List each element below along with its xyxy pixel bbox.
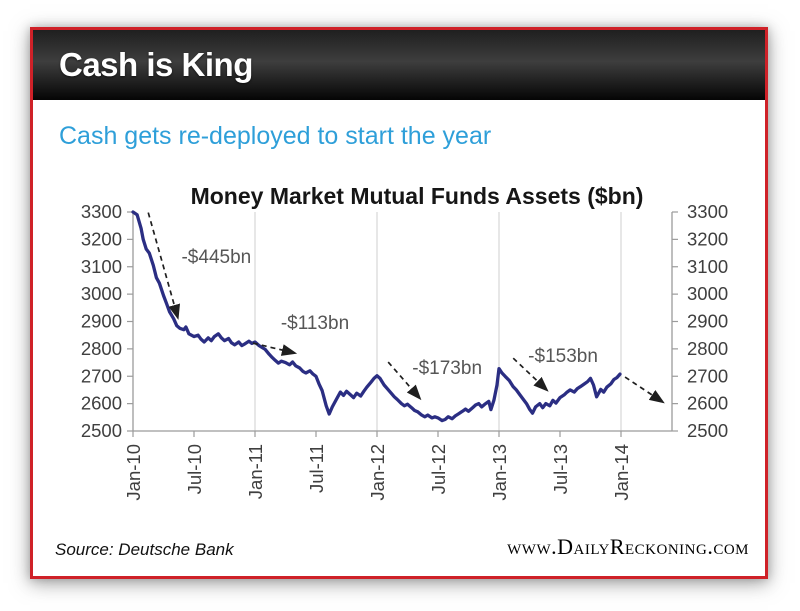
y-tick-label: 2800	[81, 338, 122, 359]
y-tick-label: 2700	[687, 365, 728, 386]
annotation-label: -$445bn	[181, 247, 251, 268]
y-tick-label: 2500	[81, 420, 122, 441]
y-tick-label: 2800	[687, 338, 728, 359]
annotation-arrow	[387, 361, 422, 401]
card-body: Cash gets re-deployed to start the year …	[33, 100, 765, 576]
y-tick-label: 3200	[687, 228, 728, 249]
chart: Money Market Mutual Funds Assets ($bn) 2…	[81, 183, 728, 501]
annotation-label: -$173bn	[412, 358, 482, 379]
y-tick-label: 2600	[81, 393, 122, 414]
annotation-label: -$153bn	[528, 346, 598, 367]
chart-card: Cash is King Cash gets re-deployed to st…	[30, 27, 768, 579]
x-tick-label: Jan-11	[245, 444, 266, 499]
y-tick-label: 2600	[687, 393, 728, 414]
x-tick-label: Jul-12	[428, 444, 449, 494]
y-tick-label: 2900	[81, 311, 122, 332]
y-tick-label: 3200	[81, 228, 122, 249]
y-tick-label: 3100	[687, 256, 728, 277]
title-bar: Cash is King	[33, 30, 765, 100]
x-tick-label: Jan-12	[367, 444, 388, 501]
y-tick-label: 2700	[81, 365, 122, 386]
forecast-arrow	[624, 376, 665, 404]
x-tick-label: Jan-14	[611, 444, 632, 501]
page-title: Cash is King	[59, 46, 253, 83]
chart-plot-area: 2500 2500 2600 2600 2700 2700 2800 2800 2900 2900…	[81, 201, 728, 501]
y-tick-label: 3000	[687, 283, 728, 304]
x-tick-label: Jul-10	[184, 444, 205, 494]
x-tick-label: Jan-10	[123, 444, 144, 501]
x-tick-label: Jan-13	[489, 444, 510, 501]
chart-title: Money Market Mutual Funds Assets ($bn)	[191, 183, 644, 209]
y-tick-label: 3000	[81, 283, 122, 304]
y-tick-label: 3300	[687, 201, 728, 222]
annotation-arrow	[252, 342, 298, 356]
y-tick-label: 2900	[687, 311, 728, 332]
annotation-label: -$113bn	[281, 313, 349, 334]
source-credit: Source: Deutsche Bank	[55, 540, 234, 559]
data-line	[131, 210, 622, 423]
annotation-arrow	[512, 357, 549, 392]
x-tick-label: Jul-13	[550, 444, 571, 494]
chart-subtitle: Cash gets re-deployed to start the year	[59, 122, 492, 150]
site-watermark: www.DailyReckoning.com	[507, 534, 749, 559]
x-tick-label: Jul-11	[306, 444, 327, 493]
y-tick-label: 3300	[81, 201, 122, 222]
annotation-arrow	[147, 212, 181, 320]
y-tick-label: 3100	[81, 256, 122, 277]
y-tick-label: 2500	[687, 420, 728, 441]
